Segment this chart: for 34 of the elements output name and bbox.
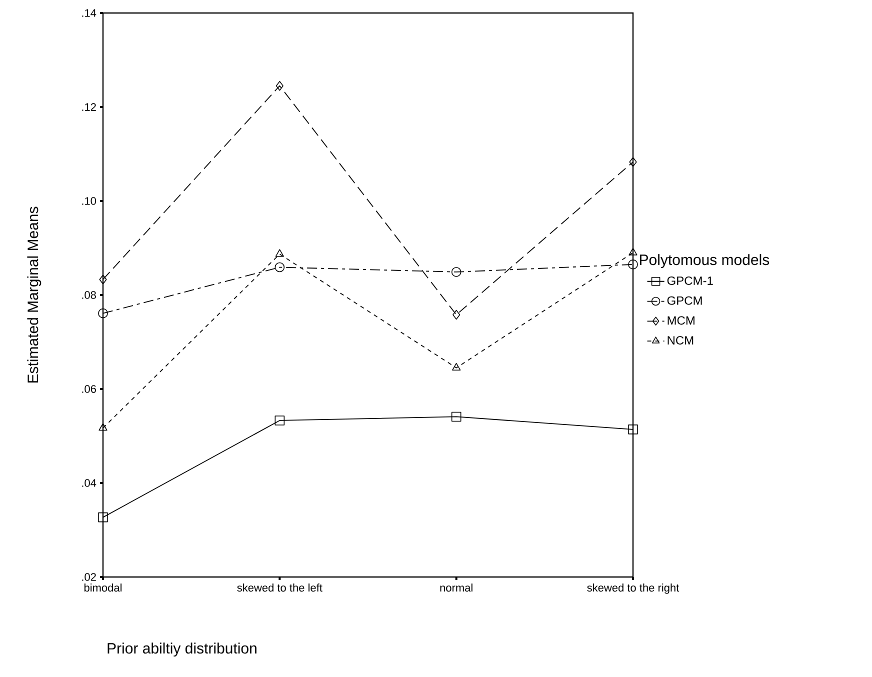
point xyxy=(628,424,638,434)
y-tick-label: .04 xyxy=(82,479,96,487)
x-tick-label: skewed to the left xyxy=(237,584,322,592)
y-tick-label: .02 xyxy=(82,573,96,581)
point xyxy=(452,310,460,320)
point xyxy=(98,423,108,431)
y-tick-label: .08 xyxy=(82,291,96,299)
legend-label: GPCM-1 xyxy=(667,276,713,285)
point xyxy=(99,274,107,284)
point xyxy=(629,157,637,167)
point xyxy=(275,249,284,257)
point xyxy=(276,80,284,91)
point xyxy=(274,262,285,272)
point xyxy=(628,248,638,256)
x-tick-label: normal xyxy=(440,584,472,592)
y-tick-label: .10 xyxy=(82,197,96,205)
point xyxy=(274,416,285,426)
x-axis-title: Prior abiltiy distribution xyxy=(108,642,256,657)
point xyxy=(628,260,638,270)
point xyxy=(98,308,108,318)
legend-label: NCM xyxy=(668,336,694,345)
point xyxy=(452,362,461,370)
y-tick-label: .06 xyxy=(82,385,96,393)
legend-label: GPCM xyxy=(667,296,702,305)
y-tick-label: .14 xyxy=(82,9,96,17)
point xyxy=(98,512,108,522)
y-axis-title: Estimated Marginal Means xyxy=(27,206,42,383)
legend-label: MCM xyxy=(668,316,694,325)
x-tick-label: bimodal xyxy=(84,584,122,592)
legend-title: Polytomous models xyxy=(640,254,770,268)
point xyxy=(451,412,462,422)
point xyxy=(451,267,462,277)
x-tick-label: skewed to the right xyxy=(587,584,680,594)
y-tick-label: .12 xyxy=(82,103,96,111)
